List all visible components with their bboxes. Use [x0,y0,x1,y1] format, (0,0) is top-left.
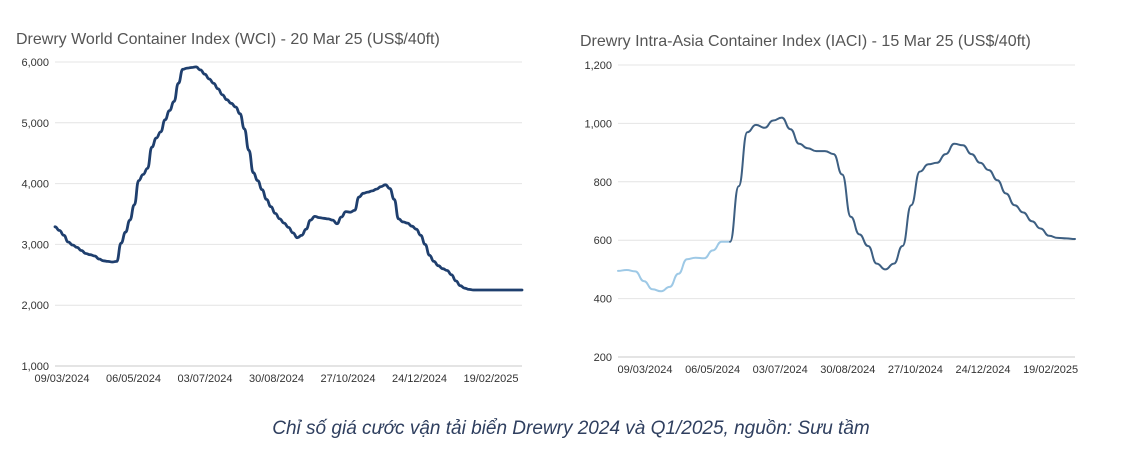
iaci-y-tick-label: 800 [594,177,612,189]
wci-grid [55,61,522,367]
iaci-x-tick-label: 06/05/2024 [685,364,740,376]
iaci-y-tick-label: 1,200 [584,60,612,72]
wci-x-tick-label: 30/08/2024 [249,373,304,385]
iaci-x-tick-label: 24/12/2024 [955,364,1010,376]
wci-x-ticks: 09/03/2024 06/05/2024 03/07/2024 30/08/2024… [34,373,518,385]
wci-x-tick-label: 27/10/2024 [320,373,375,385]
iaci-y-tick-label: 200 [594,352,612,364]
wci-series [53,65,524,292]
wci-x-tick-label: 09/03/2024 [34,373,89,385]
iaci-x-tick-label: 27/10/2024 [888,364,943,376]
wci-series-line-0 [53,65,524,292]
wci-x-tick-label: 19/02/2025 [463,373,518,385]
wci-y-ticks: 1,000 2,000 3,000 4,000 5,000 6,000 [21,57,49,373]
wci-x-tick-label: 03/07/2024 [177,373,232,385]
iaci-x-tick-label: 09/03/2024 [617,364,672,376]
iaci-x-tick-label: 19/02/2025 [1023,364,1078,376]
iaci-x-tick-label: 03/07/2024 [753,364,808,376]
iaci-x-tick-label: 30/08/2024 [820,364,875,376]
wci-y-tick-label: 1,000 [21,361,49,373]
iaci-y-tick-label: 400 [594,294,612,306]
wci-y-tick-label: 5,000 [21,118,49,130]
wci-x-tick-label: 06/05/2024 [106,373,161,385]
wci-y-tick-label: 4,000 [21,179,49,191]
wci-x-tick-label: 24/12/2024 [392,373,447,385]
iaci-grid [618,64,1075,358]
iaci-x-ticks: 09/03/2024 06/05/2024 03/07/2024 30/08/2024… [617,364,1078,376]
iaci-y-tick-label: 600 [594,235,612,247]
wci-y-tick-label: 6,000 [21,57,49,69]
wci-chart-title: Drewry World Container Index (WCI) - 20 … [16,31,440,48]
wci-chart: Drewry World Container Index (WCI) - 20 … [16,31,524,385]
iaci-series [617,116,1076,293]
iaci-series-line-1 [729,116,1076,271]
figure-caption: Chỉ số giá cước vận tải biển Drewry 2024… [272,418,870,439]
iaci-y-ticks: 200 400 600 800 1,000 1,200 [584,60,612,364]
wci-y-tick-label: 3,000 [21,239,49,251]
iaci-y-tick-label: 1,000 [584,118,612,130]
iaci-chart: Drewry Intra-Asia Container Index (IACI)… [580,33,1078,376]
wci-y-tick-label: 2,000 [21,300,49,312]
iaci-chart-title: Drewry Intra-Asia Container Index (IACI)… [580,33,1031,50]
iaci-series-line-0 [617,240,732,293]
